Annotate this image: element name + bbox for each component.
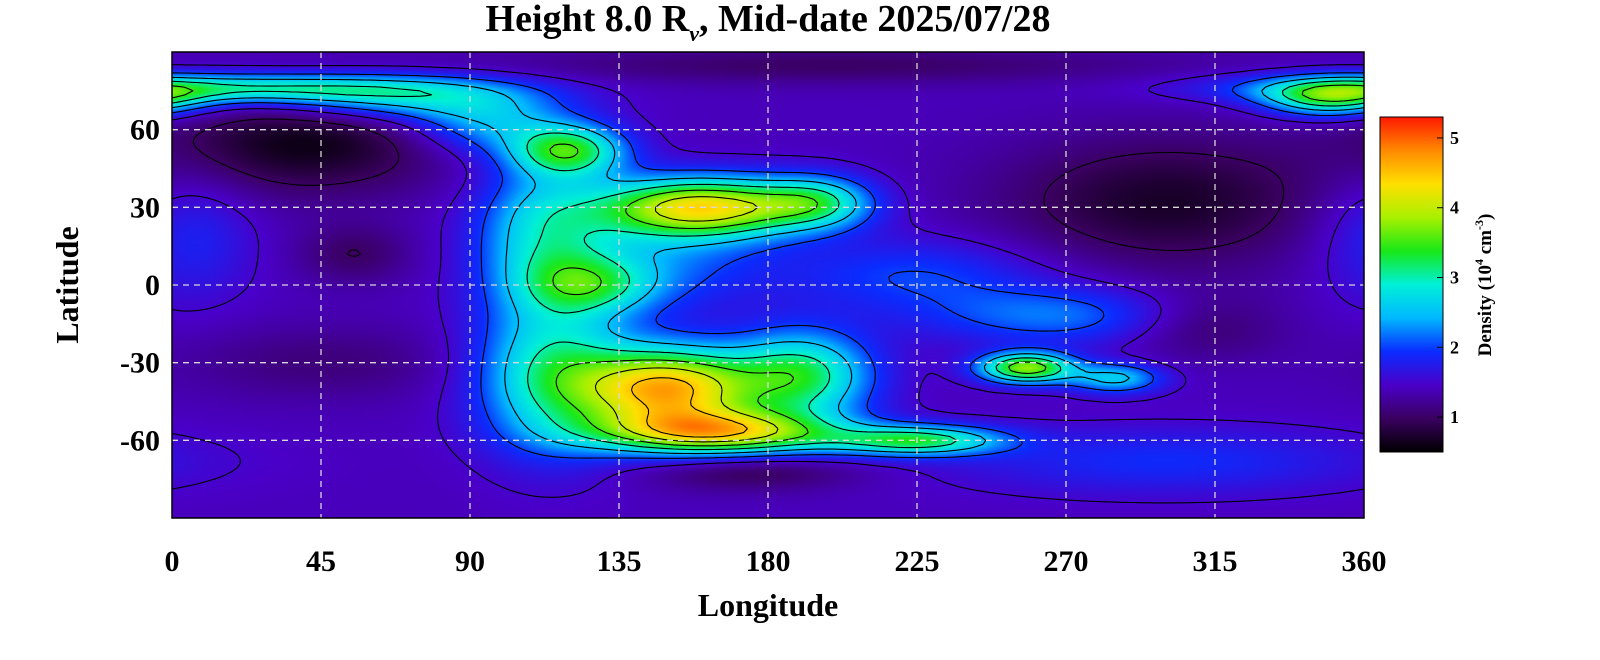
x-tick-label: 225 bbox=[895, 545, 940, 578]
x-tick-label: 180 bbox=[746, 545, 791, 578]
x-axis-ticks: 0 45 90 135 180 225 270 315 360 bbox=[165, 545, 1387, 578]
contour-line-2-5 bbox=[171, 76, 1365, 455]
contour-line-1-5 bbox=[171, 64, 1365, 504]
x-axis-label: Longitude bbox=[698, 587, 838, 623]
colorbar-label: Density (104 cm-3) bbox=[1472, 214, 1496, 357]
y-tick-label: -60 bbox=[120, 424, 160, 457]
y-tick-label: 0 bbox=[145, 269, 160, 302]
contour-line-4-5 bbox=[630, 377, 748, 438]
contour-line-1 bbox=[192, 118, 1285, 257]
colorbar-tick-label: 4 bbox=[1450, 198, 1459, 218]
colorbar-tick-label: 3 bbox=[1450, 268, 1459, 288]
x-tick-label: 270 bbox=[1044, 545, 1089, 578]
colorbar-tick-label: 5 bbox=[1450, 128, 1459, 148]
x-tick-label: 90 bbox=[455, 545, 485, 578]
colorbar-label-main: Density (10 bbox=[1475, 265, 1496, 356]
x-tick-label: 0 bbox=[165, 545, 180, 578]
density-contours bbox=[171, 64, 1365, 504]
contour-line-2 bbox=[171, 72, 1365, 459]
x-tick-label: 135 bbox=[597, 545, 642, 578]
chart-title: Height 8.0 Rν, Mid-date 2025/07/28 bbox=[486, 0, 1051, 46]
y-axis-ticks: 60 30 0 -30 -60 bbox=[120, 114, 160, 458]
x-tick-label: 315 bbox=[1193, 545, 1238, 578]
chart-title-subscript: ν bbox=[689, 21, 699, 46]
colorbar-label-exp2: -3 bbox=[1472, 220, 1486, 230]
plot-frame bbox=[171, 51, 1365, 519]
colorbar-tick-label: 1 bbox=[1450, 407, 1459, 427]
chart-title-suffix: , Mid-date 2025/07/28 bbox=[699, 0, 1050, 40]
colorbar-gradient bbox=[1379, 116, 1444, 453]
contour-line-4 bbox=[594, 196, 779, 443]
y-tick-label: -30 bbox=[120, 347, 160, 380]
contour-line-3-5 bbox=[171, 84, 1365, 447]
grid-lines bbox=[172, 52, 1364, 518]
contour-line-3 bbox=[171, 80, 1365, 451]
chart-title-prefix: Height 8.0 R bbox=[486, 0, 690, 40]
colorbar-label-mid: cm bbox=[1475, 230, 1496, 259]
colorbar-tick-label: 2 bbox=[1450, 337, 1459, 357]
x-tick-label: 360 bbox=[1342, 545, 1387, 578]
x-tick-label: 45 bbox=[306, 545, 336, 578]
plot-area bbox=[171, 51, 1365, 519]
colorbar-ticks: 1 2 3 4 5 bbox=[1437, 128, 1459, 427]
y-tick-label: 30 bbox=[130, 191, 160, 224]
y-tick-label: 60 bbox=[130, 114, 160, 147]
y-axis-label: Latitude bbox=[49, 226, 85, 343]
colorbar-label-end: ) bbox=[1475, 214, 1496, 220]
colorbar-label-exp1: 4 bbox=[1472, 259, 1486, 265]
